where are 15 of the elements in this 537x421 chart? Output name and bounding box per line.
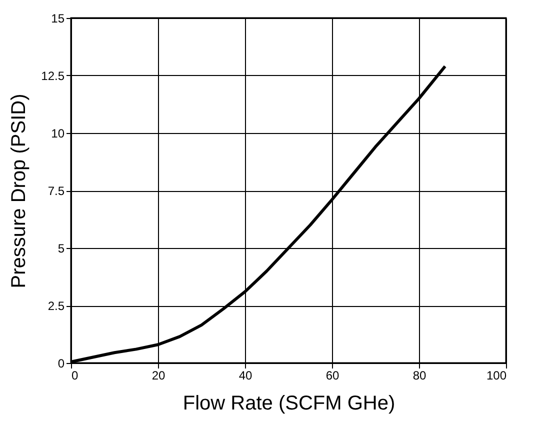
x-tick-label: 20 xyxy=(152,368,166,382)
x-tick-label: 40 xyxy=(238,368,252,382)
x-tick-label: 60 xyxy=(326,368,340,382)
y-tick-label: 7.5 xyxy=(48,184,65,198)
x-axis-title: Flow Rate (SCFM GHe) xyxy=(182,392,396,414)
y-tick-label: 2.5 xyxy=(48,299,65,313)
y-tick-label: 10 xyxy=(51,126,65,140)
y-tick-label: 12.5 xyxy=(41,69,65,83)
y-tick-label: 5 xyxy=(58,242,65,256)
y-axis-title: Pressure Drop (PSID) xyxy=(8,94,30,288)
y-tick-label: 15 xyxy=(51,12,65,26)
y-tick-label: 0 xyxy=(58,356,65,370)
x-tick-label: 0 xyxy=(72,368,78,382)
x-tick-label: 100 xyxy=(486,368,507,382)
x-tick-label: 80 xyxy=(412,368,426,382)
